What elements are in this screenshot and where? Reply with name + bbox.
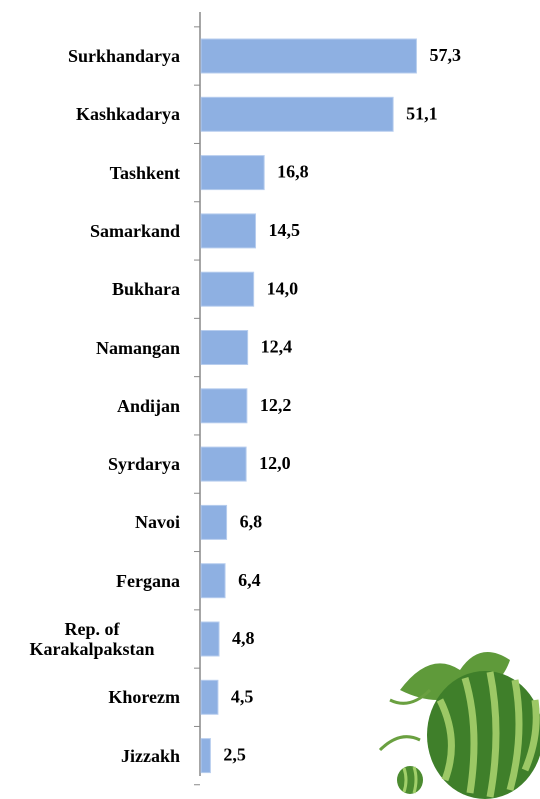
- value-label: 14,5: [269, 220, 301, 240]
- value-label: 57,3: [429, 45, 461, 65]
- category-label: Jizzakh: [120, 745, 180, 766]
- category-label: Kashkadarya: [75, 104, 180, 125]
- category-label: Andijan: [116, 395, 180, 416]
- value-label: 12,4: [261, 337, 293, 357]
- bar: [200, 271, 255, 307]
- category-label: Fergana: [116, 570, 180, 591]
- category-label: Surkhandarya: [67, 46, 180, 66]
- bar: [200, 330, 249, 365]
- bar: [200, 38, 417, 74]
- bar: [200, 155, 265, 191]
- bar: [200, 213, 257, 249]
- value-label: 12,0: [259, 453, 291, 473]
- category-label: Syrdarya: [108, 454, 180, 475]
- value-label: 4,5: [231, 686, 254, 706]
- category-label: Tashkent: [109, 162, 180, 183]
- category-label: Navoi: [135, 512, 180, 533]
- category-label: Samarkand: [89, 220, 180, 241]
- value-label: 4,8: [232, 628, 255, 648]
- category-label: Khorezm: [108, 687, 180, 708]
- value-label: 51,1: [406, 103, 438, 123]
- bar: [200, 621, 220, 657]
- category-label: Namangan: [95, 337, 180, 358]
- bar: [200, 679, 219, 715]
- bar: [200, 563, 226, 599]
- category-label: Bukhara: [111, 279, 180, 300]
- value-label: 6,8: [240, 512, 263, 532]
- value-label: 12,2: [260, 395, 292, 415]
- bar: [200, 446, 247, 482]
- bar: [200, 738, 211, 774]
- value-label: 6,4: [238, 570, 261, 590]
- watermelon-illustration: [378, 652, 540, 799]
- value-label: 2,5: [223, 745, 246, 765]
- bar: [200, 96, 394, 132]
- category-label: Rep. of Karakalpakstan: [29, 619, 155, 659]
- bar: [200, 388, 248, 424]
- value-label: 16,8: [277, 162, 309, 182]
- value-label: 14,0: [267, 278, 299, 298]
- bar: [200, 504, 228, 540]
